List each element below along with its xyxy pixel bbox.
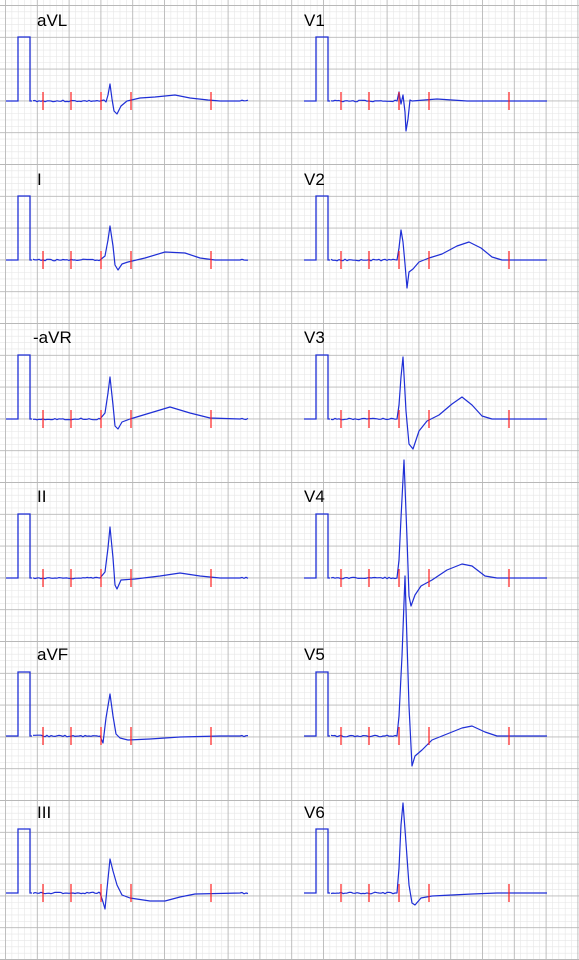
lead-label: V4 [304, 487, 325, 506]
ecg-trace [330, 459, 547, 607]
lead-label: -aVR [33, 328, 72, 347]
lead-label: aVF [37, 645, 68, 664]
lead-label: II [37, 487, 46, 506]
lead-panel: III [6, 803, 249, 910]
calibration-pulse [6, 671, 32, 737]
lead-label: V3 [304, 328, 325, 347]
lead-panel: V2 [304, 170, 547, 289]
calibration-pulse [6, 828, 32, 894]
lead-label: V1 [304, 11, 325, 30]
lead-label: V2 [304, 170, 325, 189]
calibration-pulse [304, 671, 330, 737]
lead-label: V5 [304, 645, 325, 664]
calibration-pulse [304, 354, 330, 420]
lead-label: III [37, 803, 51, 822]
lead-panel: -aVR [6, 328, 249, 430]
ecg-trace [330, 575, 547, 767]
lead-panel: aVF [6, 645, 249, 745]
calibration-pulse [6, 354, 32, 420]
lead-panel: V6 [304, 802, 547, 906]
ecg-trace [33, 693, 249, 744]
calibration-pulse [6, 195, 32, 261]
calibration-pulse [304, 36, 330, 102]
ecg-trace [330, 91, 547, 132]
ecg-trace [32, 376, 249, 430]
lead-label: V6 [304, 803, 325, 822]
lead-panel: V5 [304, 575, 547, 767]
lead-panel: aVL [6, 11, 249, 115]
calibration-pulse [6, 513, 32, 579]
calibration-pulse [304, 513, 330, 579]
lead-panel: V1 [304, 11, 547, 132]
calibration-pulse [304, 195, 330, 261]
calibration-pulse [304, 828, 330, 894]
lead-label: aVL [37, 11, 67, 30]
lead-panel: V4 [304, 459, 547, 607]
ecg-trace [330, 229, 547, 289]
ecg-trace [32, 225, 248, 271]
lead-panel: V3 [304, 328, 547, 450]
ecg-trace [32, 83, 249, 115]
ecg-trace [32, 858, 249, 910]
calibration-pulse [6, 36, 32, 102]
ecg-trace [32, 526, 249, 590]
lead-panel: I [6, 170, 248, 271]
lead-label: I [37, 170, 42, 189]
ecg-trace [330, 802, 547, 906]
ecg-trace [330, 356, 547, 450]
lead-panel: II [6, 487, 249, 590]
